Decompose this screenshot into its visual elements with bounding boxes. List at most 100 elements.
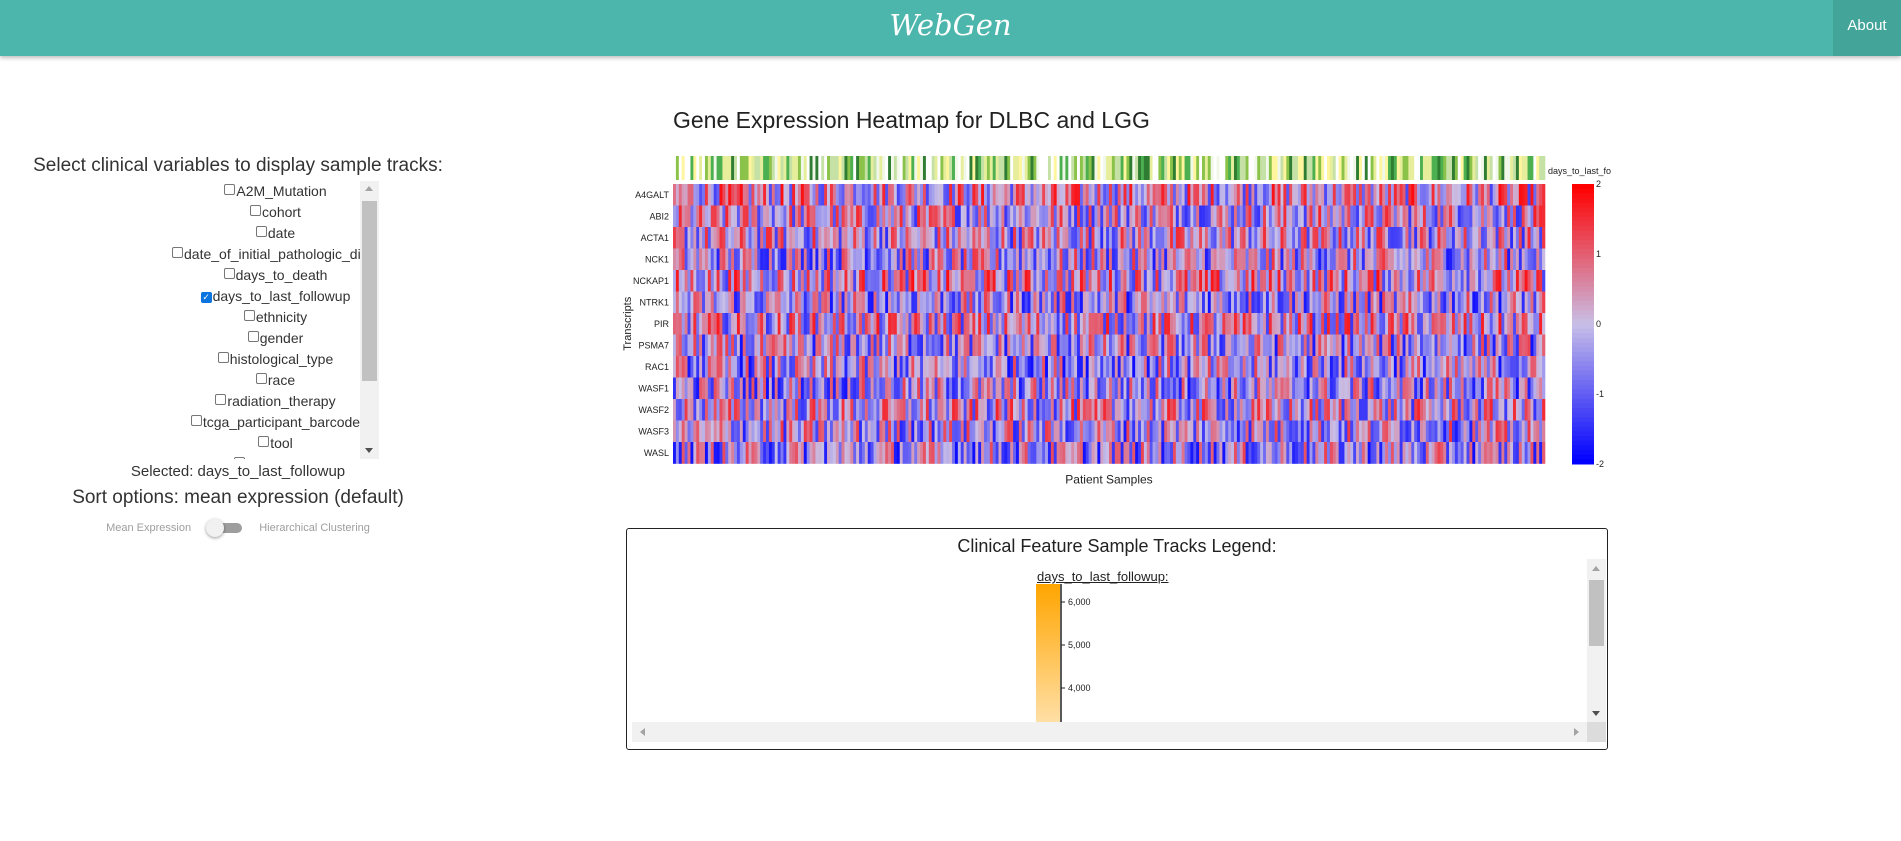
scroll-left-arrow-icon[interactable] [640, 728, 645, 736]
scroll-down-arrow-icon[interactable] [1592, 711, 1600, 716]
variable-item-ethnicity[interactable]: ethnicity [172, 307, 379, 328]
heatmap-cell [1143, 420, 1148, 443]
gene-row-label: WASF3 [638, 426, 669, 436]
heatmap-cell [1466, 356, 1470, 378]
variable-checkbox[interactable]: ✓ [200, 292, 212, 303]
about-button[interactable]: About [1833, 0, 1901, 56]
variable-item-date-of-initial-pathologic-diagnosis[interactable]: date_of_initial_pathologic_diagnosis [172, 244, 379, 265]
heatmap-cell [1332, 420, 1337, 443]
heatmap-cell [873, 291, 877, 314]
variable-checkbox[interactable] [258, 436, 270, 447]
heatmap-cell [1393, 399, 1398, 421]
variable-label: vital_status [246, 456, 316, 459]
heatmap-cell [832, 442, 837, 464]
variable-item-histological-type[interactable]: histological_type [172, 349, 379, 370]
heatmap-cell [1056, 270, 1060, 292]
heatmap-cell [1434, 377, 1438, 400]
scroll-down-arrow-icon[interactable] [365, 448, 373, 453]
variable-checkbox[interactable] [217, 352, 229, 363]
variable-list-scrollbar[interactable] [360, 181, 379, 459]
toggle-knob[interactable] [206, 519, 225, 537]
heatmap-cell [1146, 291, 1150, 314]
variable-item-cohort[interactable]: cohort [172, 202, 379, 223]
variable-label: cohort [262, 204, 301, 220]
heatmap-cell [1135, 399, 1139, 421]
heatmap-cell [1175, 270, 1180, 292]
heatmap-cell [879, 184, 883, 206]
variable-item-a2m-mutation[interactable]: A2M_Mutation [172, 181, 379, 202]
heatmap-cell [911, 442, 915, 464]
heatmap-cell [1074, 227, 1078, 249]
heatmap-cell [1120, 205, 1124, 228]
variable-item-days-to-death[interactable]: days_to_death [172, 265, 379, 286]
heatmap-cell [1408, 442, 1412, 464]
heatmap-cell [1425, 270, 1430, 292]
heatmap-cell [1068, 291, 1072, 314]
variable-checkbox[interactable] [243, 310, 255, 321]
heatmap-cell [1481, 442, 1485, 464]
heatmap-cell [1370, 377, 1374, 400]
scrollbar-thumb[interactable] [1589, 580, 1604, 646]
heatmap-cell [1309, 313, 1313, 335]
variable-item-gender[interactable]: gender [172, 328, 379, 349]
variable-checkbox[interactable] [250, 205, 262, 216]
variable-checkbox[interactable] [247, 331, 259, 342]
heatmap-cell [940, 420, 944, 443]
variable-item-days-to-last-followup[interactable]: ✓ days_to_last_followup [172, 286, 379, 307]
legend-horizontal-scrollbar[interactable] [632, 722, 1587, 742]
heatmap-cell [1271, 420, 1275, 443]
heatmap-cell [1059, 377, 1063, 400]
variable-item-tool[interactable]: tool [172, 433, 379, 454]
heatmap-cell [745, 248, 749, 271]
heatmap-cell [1149, 270, 1153, 292]
variable-item-tcga-participant-barcode[interactable]: tcga_participant_barcode [172, 412, 379, 433]
scroll-up-arrow-icon[interactable] [1592, 566, 1600, 571]
scrollbar-thumb[interactable] [362, 201, 377, 381]
heatmap-cell [1045, 270, 1049, 292]
scroll-right-arrow-icon[interactable] [1574, 728, 1579, 736]
variable-item-radiation-therapy[interactable]: radiation_therapy [172, 391, 379, 412]
heatmap-cell [867, 205, 871, 228]
heatmap-cell [1050, 291, 1055, 314]
sample-track-cell [687, 156, 691, 180]
heatmap-cell [1216, 227, 1220, 249]
variable-item-date[interactable]: date [172, 223, 379, 244]
heatmap-cell [1039, 248, 1043, 271]
variable-item-vital-status[interactable]: vital_status [172, 454, 379, 459]
heatmap-cell [1172, 205, 1177, 228]
heatmap-cell [1181, 313, 1185, 335]
sample-track-cell [1489, 156, 1493, 180]
heatmap-cell [771, 313, 776, 335]
sample-track-cell [1088, 156, 1092, 180]
sort-method-toggle[interactable] [206, 519, 243, 537]
variable-checkbox[interactable] [255, 226, 267, 237]
heatmap-cell [1027, 291, 1031, 314]
variable-checkbox[interactable] [234, 457, 246, 459]
scroll-up-arrow-icon[interactable] [365, 186, 373, 191]
legend-vertical-scrollbar[interactable] [1587, 559, 1606, 722]
variable-checkbox[interactable] [190, 415, 202, 426]
heatmap-cell [827, 442, 831, 464]
heatmap-cell [949, 248, 953, 271]
heatmap-cell [1193, 356, 1197, 378]
variable-checkbox[interactable] [223, 268, 235, 279]
variable-item-race[interactable]: race [172, 370, 379, 391]
heatmap-cell [1149, 334, 1153, 357]
variable-checkbox[interactable] [215, 394, 227, 405]
heatmap-cell [780, 356, 784, 378]
heatmap-cell [742, 205, 746, 228]
variable-checkbox[interactable] [224, 184, 236, 195]
heatmap-cell [763, 270, 767, 292]
heatmap-cell [1004, 313, 1008, 335]
heatmap-cell [1042, 248, 1046, 271]
heatmap-cell [1486, 356, 1491, 378]
heatmap-cell [847, 205, 851, 228]
legend-scroll-area[interactable]: days_to_last_followup: 6,000 5,000 4,000 [632, 559, 1611, 747]
heatmap-cell [675, 442, 680, 464]
heatmap-cell [1268, 377, 1273, 400]
heatmap-cell [1469, 291, 1473, 314]
heatmap-cell [1341, 248, 1345, 271]
variable-checkbox[interactable] [172, 247, 183, 258]
variable-checkbox[interactable] [255, 373, 267, 384]
